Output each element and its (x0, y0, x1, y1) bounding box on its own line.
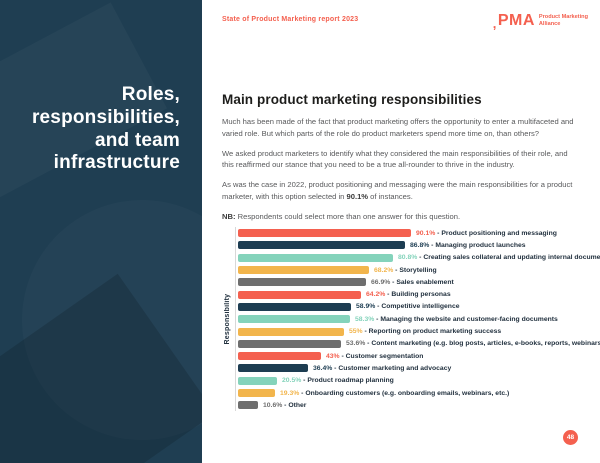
bar (238, 339, 341, 348)
bar (238, 290, 361, 299)
bar-label: 68.2% - Storytelling (374, 266, 437, 274)
bar-row: 36.4% - Customer marketing and advocacy (238, 362, 592, 374)
bar-label: 36.4% - Customer marketing and advocacy (313, 364, 452, 372)
bar-label: 90.1% - Product positioning and messagin… (416, 229, 557, 237)
bar-label: 19.3% - Onboarding customers (e.g. onboa… (280, 389, 510, 397)
bar-row: 58.3% - Managing the website and custome… (238, 313, 592, 325)
bar-label: 20.5% - Product roadmap planning (282, 377, 394, 385)
page-heading: Main product marketing responsibilities (222, 92, 482, 107)
main-content: Main product marketing responsibilities … (222, 92, 580, 230)
bar-label: 55% - Reporting on product marketing suc… (349, 328, 502, 336)
section-title: Roles, responsibilities, and team infras… (31, 84, 180, 174)
bar-row: 66.9% - Sales enablement (238, 276, 592, 288)
bar-row: 55% - Reporting on product marketing suc… (238, 325, 592, 337)
pma-logo-wordmark: , PMA (492, 12, 535, 31)
bar (238, 241, 405, 250)
sidebar: Roles, responsibilities, and team infras… (0, 0, 202, 463)
bar-label: 53.6% - Content marketing (e.g. blog pos… (346, 340, 600, 348)
bar (238, 389, 275, 397)
bar (238, 315, 350, 324)
bar-label: 66.9% - Sales enablement (371, 278, 454, 286)
bar-row: 20.5% - Product roadmap planning (238, 375, 592, 387)
bar (238, 376, 277, 385)
paragraph: Much has been made of the fact that prod… (222, 117, 574, 138)
bar-label: 64.2% - Building personas (366, 291, 451, 299)
bar-label: 43% - Customer segmentation (326, 352, 424, 360)
paragraph: As was the case in 2022, product positio… (222, 180, 573, 201)
bar-row: 68.2% - Storytelling (238, 264, 592, 276)
bar (238, 266, 369, 275)
bar-row: 80.8% - Creating sales collateral and up… (238, 252, 600, 264)
pma-logo: , PMA Product Marketing Alliance (492, 12, 588, 31)
bar-label: 86.8% - Managing product launches (410, 241, 526, 249)
bar (238, 302, 351, 311)
bar (238, 253, 393, 262)
bar (238, 364, 308, 373)
bar (238, 278, 366, 287)
report-title: State of Product Marketing report 2023 (222, 16, 359, 23)
bar-label: 10.6% - Other (263, 401, 307, 409)
bar-row: 90.1% - Product positioning and messagin… (238, 227, 592, 239)
pma-logo-label: Product Marketing Alliance (538, 14, 588, 27)
bar (238, 229, 411, 238)
responsibilities-bar-chart: Responsibility 90.1% - Product positioni… (222, 227, 600, 412)
highlight-value: 90.1% (346, 191, 369, 201)
bar-row: 53.6% - Content marketing (e.g. blog pos… (238, 338, 600, 350)
bar-row: 58.9% - Competitive intelligence (238, 301, 592, 313)
bar-label: 80.8% - Creating sales collateral and up… (398, 254, 600, 262)
bar-label: 58.9% - Competitive intelligence (356, 303, 460, 311)
bar (238, 327, 344, 336)
bar (238, 352, 321, 361)
bar-row: 10.6% - Other (238, 399, 592, 411)
bar-row: 86.8% - Managing product launches (238, 239, 592, 251)
bar-row: 64.2% - Building personas (238, 288, 592, 300)
bar (238, 401, 258, 410)
nb-note: NB: Respondents could select more than o… (222, 211, 461, 221)
pma-logo-mark-icon: , (492, 16, 497, 31)
page-number-badge: 48 (563, 430, 578, 445)
bar-row: 43% - Customer segmentation (238, 350, 592, 362)
paragraph: We asked product marketers to identify w… (222, 148, 568, 170)
bar-row: 19.3% - Onboarding customers (e.g. onboa… (238, 387, 592, 399)
y-axis-label: Responsibility (224, 293, 231, 345)
bar-label: 58.3% - Managing the website and custome… (355, 315, 558, 323)
bar-rows: 90.1% - Product positioning and messagin… (235, 227, 600, 412)
